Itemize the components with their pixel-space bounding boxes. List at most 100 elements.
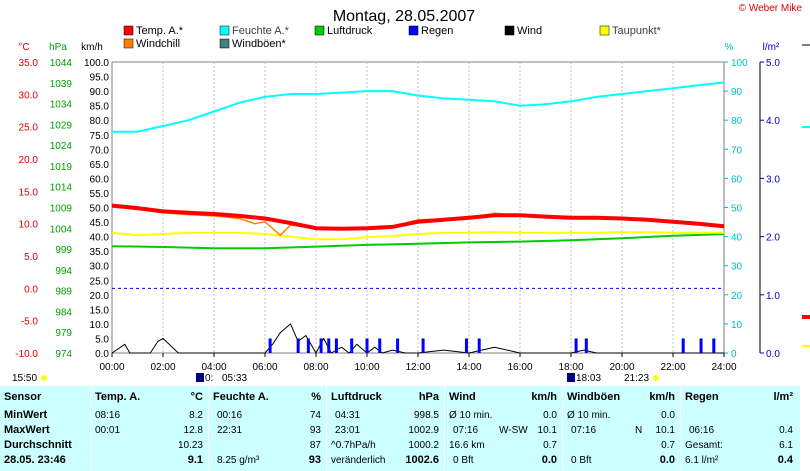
wind-avg: 0.7: [543, 440, 557, 451]
gust-avg10-label: Ø 10 min.: [567, 410, 611, 421]
legend-label: Windchill: [136, 38, 180, 50]
sensor-title: Sensor: [4, 391, 42, 403]
wind-tick: 20.0: [90, 291, 110, 302]
hum-current: 93: [308, 454, 321, 466]
rain-tick: 4.0: [766, 116, 780, 127]
temp-line: [111, 203, 725, 231]
wind-tick: 95.0: [90, 73, 110, 84]
gust-avg: 0.7: [661, 440, 675, 451]
hum-max: 93: [309, 425, 321, 436]
wind-tick: 10.0: [90, 320, 110, 331]
rain-bar: [350, 338, 354, 353]
stats-col-press: Luftdruck hPa 04:31 998.5 23:01 1002.9 ^0.7…: [326, 386, 443, 471]
x-tick-label: 02:00: [150, 362, 175, 373]
wind-avg10: 0.0: [543, 410, 557, 421]
wind-tick: 5.0: [95, 334, 109, 345]
moon-icon: [41, 375, 47, 381]
sunset-time: 21:23: [624, 373, 649, 384]
temp-tick: -10.0: [15, 349, 38, 360]
legend: Temp. A.* Feuchte A.* Luftdruck Regen Wind Ta…: [123, 25, 662, 50]
wind-tick: 90.0: [90, 87, 110, 98]
press-current: 1002.6: [405, 454, 439, 466]
rain-tick: 5.0: [766, 58, 780, 69]
press-title: Luftdruck: [331, 391, 382, 403]
legend-label: Taupunkt*: [612, 25, 662, 37]
temp-tick: 10.0: [19, 220, 39, 231]
press-min-time: 04:31: [335, 410, 361, 421]
sunrise-marker: 0:: [205, 373, 213, 384]
temp-max: 12.8: [183, 425, 203, 436]
legend-label: Regen: [421, 25, 453, 37]
press-max-time: 23:01: [335, 425, 361, 436]
rain-unit-label: l/m²: [773, 391, 793, 403]
wind-tick: 65.0: [90, 160, 110, 171]
press-tick: 1044: [50, 58, 73, 69]
temp-unit-label: °C: [190, 391, 203, 403]
wind-tick: 15.0: [90, 305, 110, 316]
gust-title: Windböen: [567, 391, 621, 403]
sunrise-icon: [196, 373, 204, 382]
wind-max-time: 07:16: [453, 425, 479, 436]
x-tick-label: 16:00: [507, 362, 532, 373]
temp-tick: 20.0: [19, 155, 39, 166]
press-tick: 1039: [50, 79, 73, 90]
x-tick-label: 14:00: [456, 362, 481, 373]
x-tick-label: 10:00: [354, 362, 379, 373]
temp-tick: 30.0: [19, 90, 39, 101]
hum-max-time: 22:31: [217, 425, 243, 436]
minwert-label: MinWert: [4, 409, 48, 421]
wind-title: Wind: [449, 391, 476, 403]
wind-max-dir: W-SW: [499, 425, 528, 436]
legend-swatch: [314, 25, 325, 36]
press-unit-label: hPa: [418, 391, 439, 403]
wind-unit-label: km/h: [531, 391, 557, 403]
sun-icon: [653, 375, 659, 381]
wind-tick: 25.0: [90, 276, 110, 287]
rain-bar: [421, 338, 425, 353]
x-tick-label: 20:00: [609, 362, 634, 373]
temp-tick: 0.0: [24, 284, 38, 295]
legend-label: Windböen*: [232, 38, 287, 50]
wind-tick: 0.0: [95, 349, 109, 360]
wind-current: 0.0: [541, 454, 557, 466]
hum-tick: 10: [731, 320, 743, 331]
rain-bar: [477, 338, 481, 353]
wind-tick: 80.0: [90, 116, 110, 127]
hum-tick: 90: [731, 87, 743, 98]
wind-dist: 16.6 km: [449, 440, 485, 451]
moonrise-time: 18:03: [576, 373, 601, 384]
rain-total-label: Gesamt:: [685, 440, 723, 451]
rain-bar: [396, 338, 400, 353]
press-tick: 974: [55, 349, 72, 360]
temp-tick: 15.0: [19, 187, 39, 198]
wind-tick: 45.0: [90, 218, 110, 229]
hum-unit-label: %: [311, 391, 321, 403]
gust-current: 0.0: [659, 454, 675, 466]
wind-avg10-label: Ø 10 min.: [449, 410, 493, 421]
gust-max-time: 07:16: [571, 425, 597, 436]
hum-tick: 70: [731, 145, 743, 156]
press-tick: 994: [55, 266, 72, 277]
wind-tick: 35.0: [90, 247, 110, 258]
copyright: © Weber Mike: [738, 3, 802, 14]
rain-bar: [464, 338, 468, 353]
stats-col-hum: Feuchte A.% 00:16 74 22:31 93 87 8.25 g/m³…: [208, 386, 325, 471]
edge-mark-temp: [802, 315, 810, 319]
rain-max: 0.4: [779, 425, 793, 436]
legend-swatch: [123, 38, 134, 49]
gust-unit-label: km/h: [649, 391, 675, 403]
rain-bar: [584, 338, 588, 353]
rain-bar: [268, 338, 272, 353]
rain-bar: [712, 338, 716, 353]
temp-unit: °C: [18, 42, 29, 53]
stats-col-gust: Windböen km/h Ø 10 min. 0.0 07:16 N 10.1 0.7…: [562, 386, 679, 471]
wind-tick: 40.0: [90, 233, 110, 244]
rain-bar: [306, 338, 310, 353]
moonrise-icon: [567, 373, 575, 382]
stats-col-rain: Regen l/m² 06:16 0.4 Gesamt: 6.1 6.1 l/m² 0.…: [680, 386, 797, 471]
press-tick: 1019: [50, 162, 73, 173]
gust-max-dir: N: [635, 425, 643, 436]
wind-tick: 50.0: [90, 204, 110, 215]
press-tick: 999: [55, 245, 72, 256]
gust-avg10: 0.0: [661, 410, 675, 421]
